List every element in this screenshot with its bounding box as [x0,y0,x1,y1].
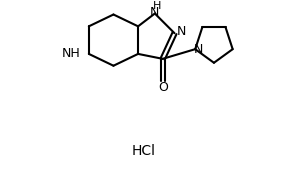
Text: N: N [177,25,186,38]
Text: O: O [158,81,168,94]
Text: N: N [150,6,160,19]
Text: HCl: HCl [132,144,156,158]
Text: N: N [194,43,203,56]
Text: NH: NH [62,47,81,60]
Text: H: H [153,1,161,11]
